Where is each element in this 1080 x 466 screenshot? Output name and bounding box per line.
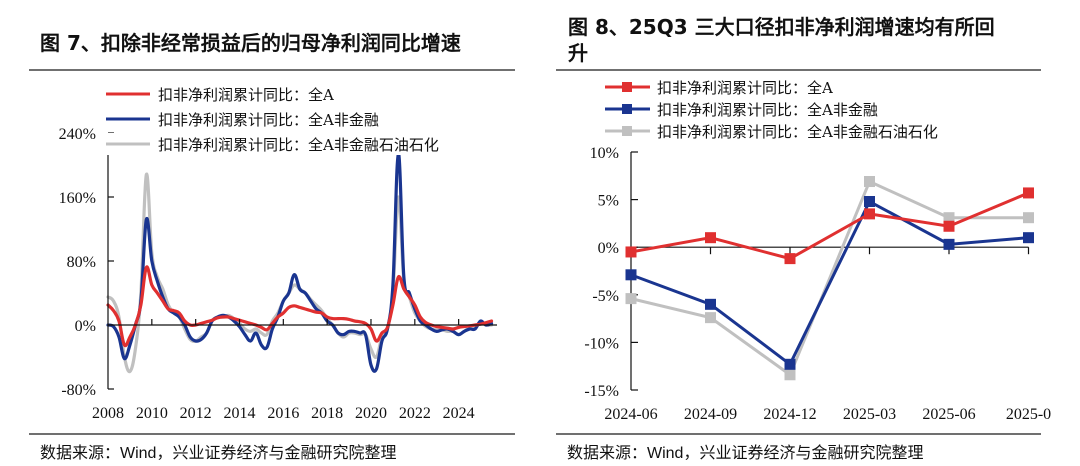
data-point-marker — [1023, 187, 1034, 199]
series-line-2 — [630, 179, 1029, 378]
y-tick-label: 80% — [67, 254, 96, 271]
series-line-0 — [630, 191, 1030, 261]
x-tick-label: 2025-0 — [1006, 406, 1051, 423]
figure-8-chart: 10% 5% 0% -5% -10% -15% 2024-06 2024-09 2024-12 2… — [584, 79, 1051, 423]
data-point-marker — [1023, 232, 1034, 244]
series-line-0 — [106, 265, 494, 348]
data-point-marker — [864, 208, 875, 220]
data-point-marker — [625, 246, 637, 258]
legend-label-0: 扣非净利润累计同比：全A — [657, 79, 833, 97]
figure-8-panel: 图 8、25Q3 三大口径扣非净利润增速均有所回 升 10% 5% 0% -5% -10… — [540, 0, 1080, 466]
legend-bg — [104, 108, 534, 130]
data-point-marker — [864, 196, 875, 208]
figure-7-chart: 240% 160% 80% 0% -80% 2008 2010 2012 2014 2016 201… — [58, 83, 534, 422]
figure-8-title-line1: 图 8、25Q3 三大口径扣非净利润增速均有所回 — [568, 15, 995, 39]
x-tick-label: 2014 — [223, 405, 255, 422]
y-tick-label: -80% — [61, 382, 96, 399]
data-source-note: 数据来源：Wind，兴业证券经济与金融研究院整理 — [567, 445, 924, 462]
x-tick-label: 2020 — [355, 405, 387, 422]
figure-7-title: 图 7、扣除非经常损益后的归母净利润同比增速 — [40, 31, 461, 55]
x-tick-label: 2012 — [180, 405, 212, 422]
series-line-1 — [106, 151, 494, 373]
data-point-marker — [705, 232, 716, 244]
legend-label-0: 扣非净利润累计同比：全A — [158, 86, 334, 104]
y-tick-label: 0% — [75, 318, 96, 335]
series-layer — [625, 176, 1034, 381]
data-point-marker — [705, 298, 716, 310]
x-tick-label: 2024 — [443, 405, 475, 422]
series-line-2 — [106, 172, 494, 374]
y-tick-label: 10% — [590, 145, 619, 162]
title-divider — [556, 69, 1041, 71]
data-point-marker — [625, 293, 637, 305]
data-point-marker — [784, 358, 796, 370]
data-point-marker — [784, 369, 796, 381]
legend: 扣非净利润累计同比：全A 扣非净利润累计同比：全A非金融扣非净利润累计同比：全A非… — [104, 83, 534, 155]
y-tick-label: -15% — [584, 383, 619, 400]
legend-marker-2 — [622, 126, 632, 136]
data-point-marker — [784, 253, 796, 265]
series-layer — [106, 151, 494, 374]
data-source-note: 数据来源：Wind，兴业证券经济与金融研究院整理 — [40, 445, 397, 462]
y-tick-label: 240% — [59, 126, 96, 143]
legend-label-1: 扣非净利润累计同比：全A非金融 — [158, 111, 379, 129]
x-tick-label: 2010 — [136, 405, 168, 422]
x-tick-label: 2024-09 — [684, 406, 737, 423]
legend-bg — [104, 83, 534, 105]
y-tick-label: 160% — [59, 190, 96, 207]
y-tick-label: 0% — [598, 240, 619, 257]
data-point-marker — [943, 238, 955, 250]
title-divider — [29, 69, 515, 71]
x-tick-label: 2024-12 — [763, 406, 816, 423]
legend-label-2: 扣非净利润累计同比：全A非金融石油石化 — [158, 136, 439, 154]
y-tick-label: 5% — [598, 193, 619, 210]
axes-layer: 10% 5% 0% -5% -10% -15% 2024-06 2024-09 2024-12 2… — [584, 145, 1051, 423]
data-point-marker — [705, 312, 716, 324]
data-point-marker — [864, 176, 875, 188]
x-tick-label: 2008 — [92, 405, 124, 422]
source-divider — [556, 433, 1041, 435]
legend-marker-0 — [622, 82, 632, 92]
axes-layer: 240% 160% 80% 0% -80% 2008 2010 2012 2014 2016 201… — [59, 126, 497, 422]
x-tick-label: 2025-06 — [922, 406, 975, 423]
legend-bg — [104, 133, 534, 155]
data-point-marker — [1023, 212, 1034, 224]
legend: 扣非净利润累计同比：全A 扣非净利润累计同比：全A非金融扣非净利润累计同比：全A非… — [605, 79, 938, 141]
data-point-marker — [943, 220, 955, 232]
x-tick-label: 2025-03 — [843, 406, 896, 423]
y-tick-label: -10% — [584, 335, 619, 352]
legend-label-2: 扣非净利润累计同比：全A非金融石油石化 — [657, 123, 938, 141]
series-line-1 — [630, 199, 1029, 367]
x-tick-label: 2022 — [399, 405, 431, 422]
legend-label-1: 扣非净利润累计同比：全A非金融 — [657, 101, 878, 119]
figure-7-panel: 图 7、扣除非经常损益后的归母净利润同比增速 240% 160% 80% 0% -80%… — [29, 31, 534, 462]
x-tick-label: 2018 — [311, 405, 343, 422]
data-point-marker — [625, 269, 637, 281]
figure-8-title-line2: 升 — [568, 41, 588, 65]
figure-8-title: 图 8、25Q3 三大口径扣非净利润增速均有所回 升 — [568, 14, 1068, 66]
x-tick-label: 2016 — [267, 405, 299, 422]
y-tick-label: -5% — [592, 288, 619, 305]
legend-marker-1 — [622, 104, 632, 114]
data-point-marker — [943, 212, 955, 224]
x-tick-label: 2024-06 — [604, 406, 657, 423]
source-divider — [29, 433, 515, 435]
